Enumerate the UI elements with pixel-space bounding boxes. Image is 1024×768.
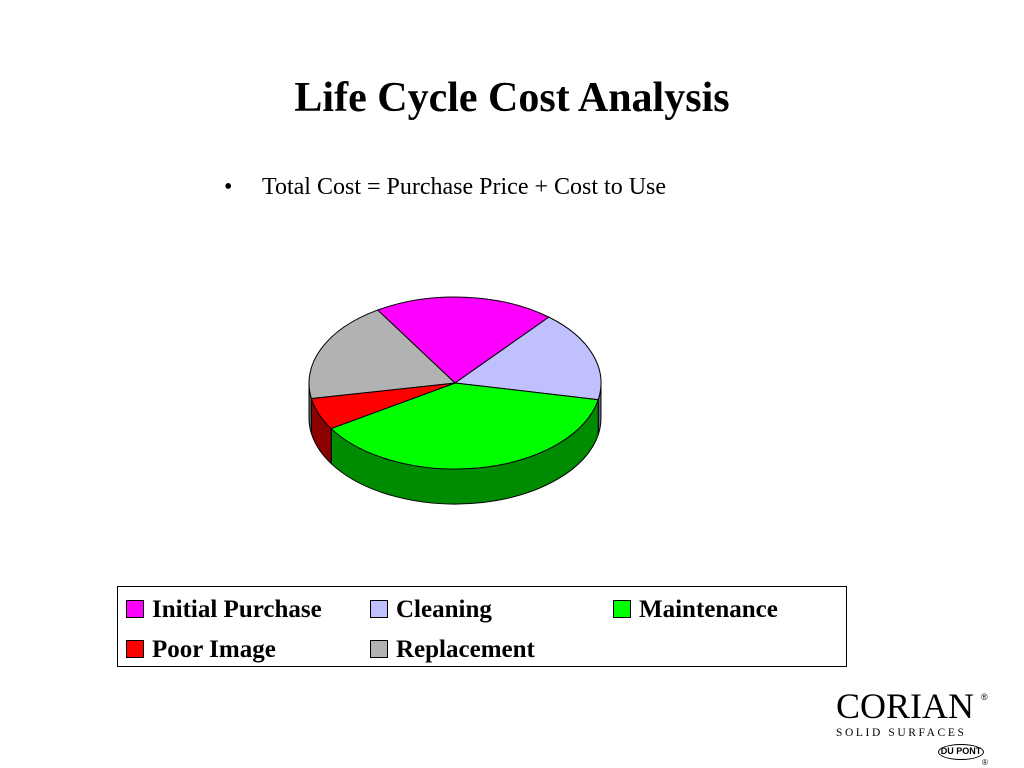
slide-title: Life Cycle Cost Analysis: [294, 75, 730, 121]
logo-brand: CORIAN: [836, 686, 975, 726]
legend-swatch: [126, 640, 144, 658]
chart-legend: Initial Purchase Cleaning Maintenance Po…: [117, 586, 847, 667]
bullet-point: • Total Cost = Purchase Price + Cost to U…: [224, 172, 666, 202]
bullet-text: Total Cost = Purchase Price + Cost to Us…: [262, 174, 667, 200]
legend-item-cleaning: Cleaning: [370, 595, 492, 625]
legend-item-maintenance: Maintenance: [613, 595, 778, 625]
legend-label: Cleaning: [396, 596, 492, 623]
bullet-mark: •: [224, 174, 233, 200]
corian-logo: CORIAN ® SOLID SURFACES DU PONT ®: [832, 686, 992, 768]
legend-item-initial-purchase: Initial Purchase: [126, 595, 322, 625]
dupont-registered-mark: ®: [982, 758, 988, 767]
pie-slice-cleaning: [453, 316, 602, 401]
legend-swatch: [126, 600, 144, 618]
legend-item-poor-image: Poor Image: [126, 635, 276, 665]
legend-swatch: [613, 600, 631, 618]
logo-tagline: SOLID SURFACES: [836, 727, 967, 739]
pie-slice-initial-purchase: [376, 296, 550, 384]
legend-label: Replacement: [396, 636, 535, 663]
legend-label: Maintenance: [639, 596, 778, 623]
legend-item-replacement: Replacement: [370, 635, 535, 665]
legend-label: Poor Image: [152, 636, 276, 663]
legend-swatch: [370, 600, 388, 618]
logo-registered-mark: ®: [981, 692, 988, 702]
dupont-logo: DU PONT: [938, 744, 984, 760]
legend-swatch: [370, 640, 388, 658]
pie-slice-replacement: [308, 309, 457, 400]
legend-label: Initial Purchase: [152, 596, 322, 623]
